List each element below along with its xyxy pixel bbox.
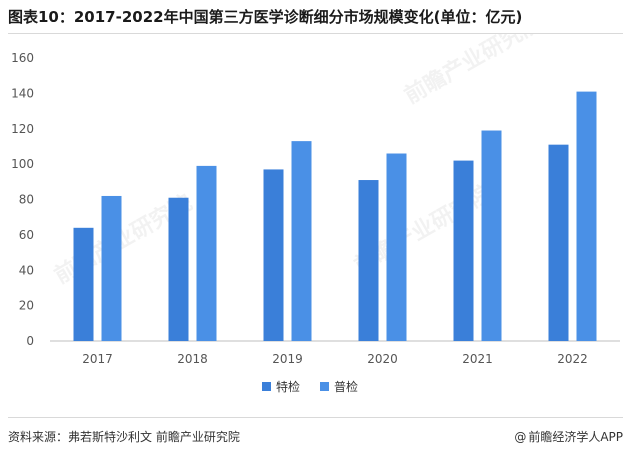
bar-putong-2020 [386,153,407,341]
brand-label: @ 前瞻经济学人APP [514,428,623,445]
y-tick-label: 140 [11,86,34,100]
at-sign-icon: @ [514,430,527,444]
bar-putong-2022 [576,91,597,341]
bar-putong-2019 [291,141,312,341]
x-tick-label: 2018 [177,352,208,366]
legend-swatch [262,382,271,391]
y-tick-label: 80 [19,193,34,207]
bar-teshu-2022 [548,144,569,341]
bar-teshu-2019 [263,169,284,341]
y-tick-label: 120 [11,122,34,136]
bar-putong-2021 [481,130,502,341]
y-tick-label: 160 [11,51,34,65]
brand-text: 前瞻经济学人APP [528,430,623,444]
x-tick-label: 2017 [82,352,113,366]
legend-label: 普检 [334,379,358,394]
x-tick-label: 2021 [462,352,493,366]
x-tick-label: 2019 [272,352,303,366]
y-tick-label: 60 [19,228,34,242]
y-tick-label: 20 [19,299,34,313]
legend-swatch [320,382,329,391]
bar-putong-2017 [101,195,122,341]
chart-title: 图表10：2017-2022年中国第三方医学诊断细分市场规模变化(单位：亿元) [8,8,523,26]
bar-teshu-2017 [73,227,94,341]
x-tick-label: 2020 [367,352,398,366]
source-note: 资料来源：弗若斯特沙利文 前瞻产业研究院 [8,430,240,444]
y-tick-label: 0 [26,334,34,348]
bar-putong-2018 [196,165,217,341]
y-tick-label: 100 [11,157,34,171]
watermark-text: 前瞻产业研究院 [400,34,546,109]
bar-teshu-2021 [453,160,474,341]
title-divider [8,33,623,34]
x-tick-label: 2022 [557,352,588,366]
bar-teshu-2018 [168,197,189,341]
bar-teshu-2020 [358,180,379,341]
legend-label: 特检 [276,379,300,394]
y-tick-label: 40 [19,263,34,277]
footer-divider [8,417,623,418]
